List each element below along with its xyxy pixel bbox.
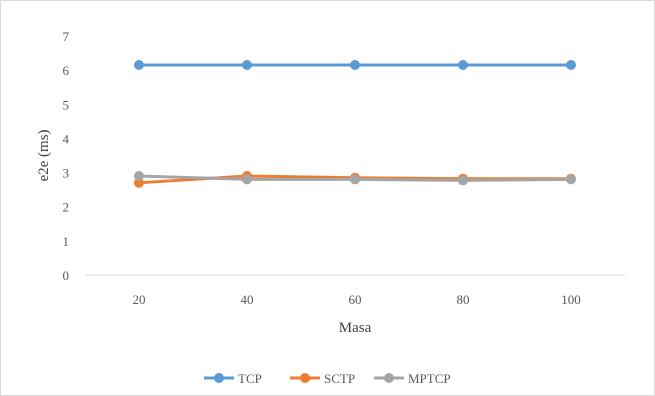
data-point [566, 60, 576, 71]
data-point [242, 60, 252, 71]
data-point [458, 175, 468, 186]
data-point [350, 60, 360, 71]
y-axis-ticks: 0 1 2 3 4 5 6 7 [63, 29, 70, 283]
y-tick-label: 0 [63, 268, 70, 283]
y-tick-label: 4 [63, 131, 70, 146]
series-layer [134, 60, 576, 188]
legend-item-mptcp: MPTCP [374, 371, 451, 386]
series-tcp [134, 60, 576, 71]
x-tick-label: 100 [561, 292, 581, 307]
y-tick-label: 5 [63, 97, 70, 112]
x-tick-label: 80 [457, 292, 470, 307]
y-tick-label: 6 [63, 63, 70, 78]
x-axis-ticks: 20 40 60 80 100 [133, 292, 581, 307]
x-tick-label: 20 [133, 292, 146, 307]
legend-label: SCTP [324, 371, 355, 386]
data-point [134, 170, 144, 181]
data-point [350, 174, 360, 185]
legend-label: MPTCP [408, 371, 451, 386]
data-point [134, 60, 144, 71]
series-mptcp [134, 170, 576, 186]
x-axis-title: Masa [339, 320, 372, 336]
legend-item-sctp: SCTP [290, 371, 355, 386]
data-point [566, 174, 576, 185]
y-tick-label: 3 [63, 166, 70, 181]
y-tick-label: 2 [63, 200, 70, 215]
legend-marker [300, 373, 310, 383]
legend-marker [384, 373, 394, 383]
data-point [458, 60, 468, 71]
data-point [242, 174, 252, 185]
x-tick-label: 60 [349, 292, 362, 307]
legend-marker [214, 373, 224, 383]
legend-item-tcp: TCP [204, 371, 262, 386]
y-axis-title: e2e (ms) [36, 129, 52, 181]
legend-label: TCP [238, 371, 262, 386]
y-tick-label: 1 [63, 234, 70, 249]
y-tick-label: 7 [63, 29, 70, 44]
legend: TCP SCTP MPTCP [204, 371, 451, 386]
x-tick-label: 40 [241, 292, 254, 307]
